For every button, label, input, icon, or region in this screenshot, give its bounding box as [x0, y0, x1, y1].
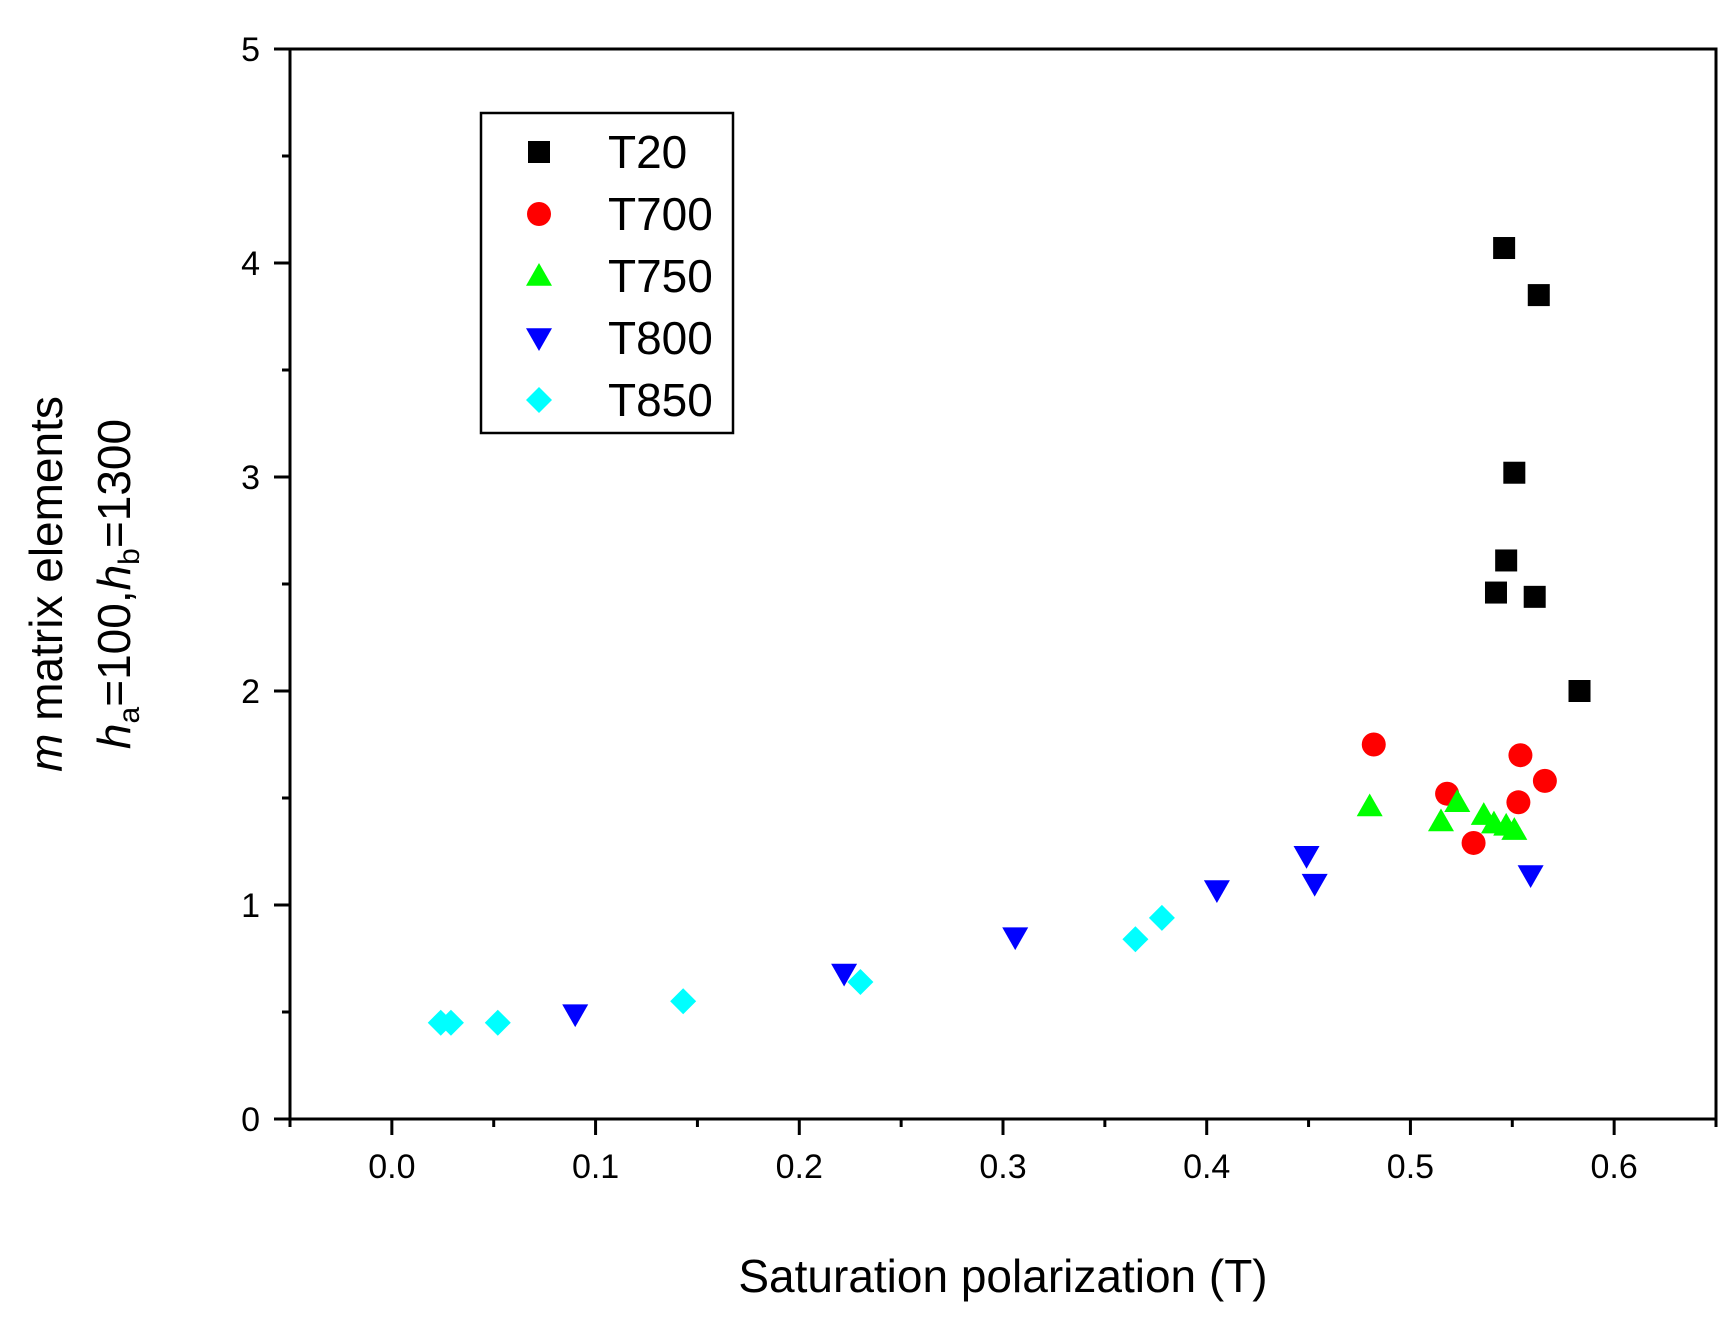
data-point-t20	[1568, 680, 1591, 702]
x-tick-label: 0.1	[572, 1148, 619, 1186]
data-point-t700	[1506, 790, 1531, 815]
data-point-t20	[1527, 284, 1550, 307]
x-axis-title: Saturation polarization (T)	[738, 1250, 1267, 1302]
y-tick-label: 0	[241, 1101, 260, 1139]
legend-item-t700: T700	[527, 188, 713, 240]
data-point-t20	[1495, 549, 1518, 572]
y-axis-title-line1: m matrix elements	[20, 396, 72, 772]
series-t20	[1484, 237, 1591, 702]
series-t750	[1356, 789, 1528, 840]
ticks-layer: 0.0 0.1 0.2 0.3 0.4 0.5 0.6 0 1 2 3 4 5	[241, 31, 1718, 1186]
x-tick-label: 0.5	[1387, 1148, 1434, 1186]
legend-label: T800	[608, 312, 713, 364]
data-point-t750	[1356, 793, 1383, 817]
series-t800	[562, 846, 1544, 1028]
legend-marker-t700	[527, 202, 551, 226]
y-tick-label: 3	[241, 459, 260, 497]
legend-marker-t750	[526, 263, 552, 286]
x-tick-label: 0.6	[1591, 1148, 1638, 1186]
legend-label: T20	[608, 126, 687, 178]
data-point-t20	[1503, 461, 1526, 484]
data-point-t850	[484, 1009, 511, 1036]
y-axis-h-b: h	[88, 565, 140, 591]
x-tick-label: 0.0	[368, 1148, 415, 1186]
data-point-t700	[1532, 768, 1557, 793]
data-point-t800	[1293, 846, 1320, 869]
legend-label: T850	[608, 374, 713, 426]
y-axis-sub-b: b	[113, 548, 146, 565]
y-tick-label: 5	[241, 31, 260, 69]
data-point-t750	[1427, 808, 1454, 832]
data-point-t800	[1301, 873, 1328, 897]
data-point-t700	[1361, 732, 1386, 757]
legend-marker-t20	[528, 141, 550, 163]
series-t850	[427, 904, 1175, 1036]
legend-items: T20 T700 T750 T800 T850	[526, 126, 713, 426]
y-tick-label: 4	[241, 245, 260, 283]
legend-marker-t800	[526, 328, 552, 351]
data-point-t850	[437, 1009, 464, 1036]
y-axis-title-italic: m	[20, 734, 72, 772]
data-point-t800	[562, 1004, 589, 1028]
y-tick-label: 1	[241, 887, 260, 925]
data-point-t800	[1002, 927, 1029, 951]
y-axis-title-line2: ha=100,hb=1300	[88, 419, 146, 749]
points-layer	[427, 237, 1591, 1036]
legend-box	[479, 111, 735, 435]
data-point-t850	[670, 988, 697, 1015]
plot-frame	[288, 47, 1718, 1121]
data-point-t20	[1484, 581, 1507, 604]
data-point-t700	[1461, 830, 1486, 855]
data-point-t750	[1444, 789, 1471, 813]
data-point-t20	[1523, 585, 1546, 608]
data-point-t800	[1203, 880, 1230, 904]
y-axis-eq-b: =1300	[88, 419, 140, 548]
y-axis-eq-a: =100,	[88, 590, 140, 706]
legend-item-t850: T850	[526, 374, 713, 426]
y-axis-title-rest: matrix elements	[20, 396, 72, 733]
legend-label: T700	[608, 188, 713, 240]
data-point-t700	[1508, 743, 1533, 768]
y-axis-h-a: h	[88, 723, 140, 749]
legend-marker-t850	[526, 387, 552, 413]
x-tick-label: 0.2	[776, 1148, 823, 1186]
legend: T20 T700 T750 T800 T850	[479, 111, 735, 435]
legend-label: T750	[608, 250, 713, 302]
data-point-t850	[1122, 926, 1149, 953]
x-tick-label: 0.3	[979, 1148, 1026, 1186]
series-t700	[1361, 732, 1557, 855]
y-tick-label: 2	[241, 673, 260, 711]
data-point-t800	[1517, 865, 1544, 889]
data-point-t750	[1501, 817, 1528, 840]
x-tick-label: 0.4	[1183, 1148, 1230, 1186]
legend-item-t20: T20	[528, 126, 687, 178]
legend-item-t800: T800	[526, 312, 713, 364]
data-point-t20	[1493, 237, 1516, 260]
legend-item-t750: T750	[526, 250, 713, 302]
data-point-t850	[1148, 904, 1175, 931]
data-point-t850	[847, 969, 874, 996]
y-axis-sub-a: a	[113, 706, 146, 723]
data-point-t800	[831, 963, 858, 987]
